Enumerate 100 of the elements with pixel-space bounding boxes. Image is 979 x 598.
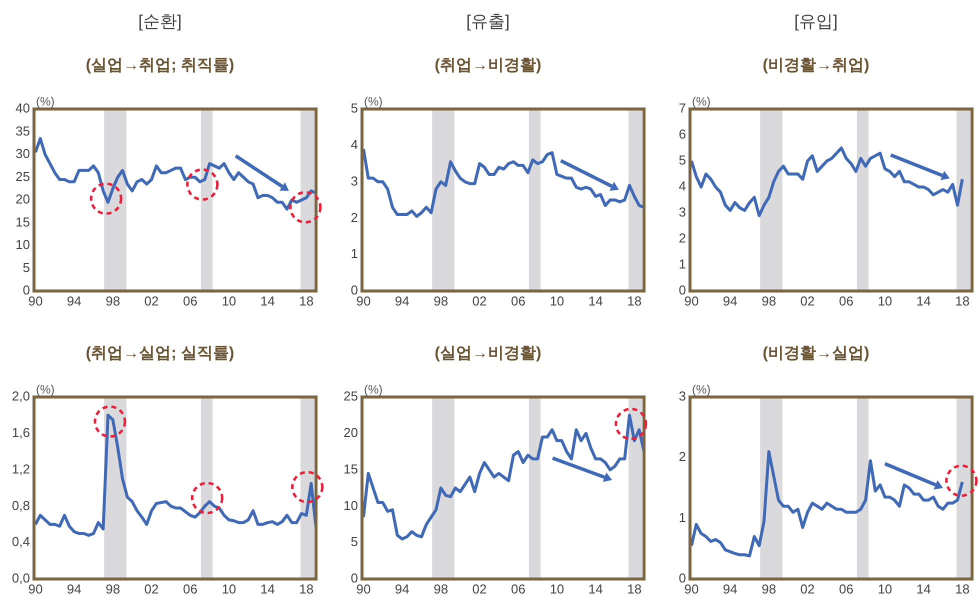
x-tick-label: 02 <box>800 293 815 308</box>
y-tick-label: 1 <box>678 510 686 525</box>
x-tick-label: 90 <box>684 581 699 596</box>
x-tick-label: 06 <box>183 293 198 308</box>
x-tick-label: 10 <box>878 293 892 308</box>
y-tick-label: 0 <box>678 282 686 298</box>
y-axis-title: (%) <box>364 94 383 108</box>
y-tick-label: 3 <box>678 388 686 404</box>
y-tick-label: 3 <box>678 204 686 220</box>
x-tick-label: 14 <box>916 293 931 308</box>
x-tick-label: 90 <box>28 293 43 308</box>
y-axis-title: (%) <box>36 94 55 108</box>
y-axis-title: (%) <box>364 382 383 396</box>
chart-title: [유출] <box>465 11 511 33</box>
x-tick-label: 06 <box>511 293 526 308</box>
y-axis-title: (%) <box>692 382 711 396</box>
y-tick-label: 40 <box>16 100 30 116</box>
x-tick-label: 94 <box>66 581 82 596</box>
y-tick-label: 0,4 <box>12 534 30 550</box>
y-tick-label: 4 <box>350 136 358 152</box>
x-tick-label: 90 <box>356 293 371 308</box>
chart-title: [유입] <box>793 11 839 33</box>
x-tick-label: 18 <box>627 581 642 596</box>
y-tick-label: 25 <box>344 388 358 404</box>
y-tick-label: 35 <box>16 123 30 138</box>
x-tick-label: 02 <box>472 581 487 596</box>
x-tick-label: 94 <box>66 293 82 308</box>
y-axis-title: (%) <box>36 382 55 396</box>
x-tick-label: 18 <box>299 581 314 596</box>
y-tick-label: 25 <box>16 168 30 184</box>
x-tick-label: 18 <box>299 293 314 308</box>
x-tick-label: 14 <box>260 293 275 308</box>
x-tick-label: 10 <box>550 581 564 596</box>
y-tick-label: 5 <box>22 260 30 275</box>
x-tick-label: 06 <box>839 293 854 308</box>
chart-subtitle: (취업→실업; 실직률) <box>84 344 236 364</box>
x-tick-label: 06 <box>839 581 854 596</box>
x-tick-label: 94 <box>394 293 410 308</box>
x-tick-label: 18 <box>955 293 970 308</box>
x-tick-label: 14 <box>916 581 931 596</box>
y-tick-label: 2 <box>678 449 686 464</box>
x-tick-label: 98 <box>106 293 120 308</box>
x-tick-label: 98 <box>106 581 120 596</box>
y-tick-label: 10 <box>344 498 358 513</box>
x-tick-label: 02 <box>144 581 159 596</box>
y-tick-label: 6 <box>678 126 686 142</box>
x-tick-label: 06 <box>511 581 526 596</box>
x-tick-label: 90 <box>684 293 699 308</box>
x-tick-label: 98 <box>762 581 776 596</box>
y-tick-label: 4 <box>678 178 686 194</box>
x-tick-label: 94 <box>722 581 738 596</box>
y-tick-label: 2 <box>350 210 358 225</box>
chart-subtitle: (취업→비경활) <box>434 56 542 76</box>
chart-title: [순환] <box>137 11 183 33</box>
y-tick-label: 10 <box>16 237 30 252</box>
x-tick-label: 02 <box>800 581 815 596</box>
y-tick-label: 0 <box>350 570 358 586</box>
x-tick-label: 14 <box>260 581 275 596</box>
x-tick-label: 14 <box>588 581 603 596</box>
x-tick-label: 18 <box>627 293 642 308</box>
x-tick-label: 90 <box>28 581 43 596</box>
y-tick-label: 30 <box>16 146 30 162</box>
y-tick-label: 1 <box>678 256 686 272</box>
y-tick-label: 0 <box>350 282 358 298</box>
x-tick-label: 98 <box>434 581 448 596</box>
x-tick-label: 02 <box>144 293 159 308</box>
y-tick-label: 3 <box>350 173 358 188</box>
y-tick-label: 0 <box>678 570 686 586</box>
x-tick-label: 90 <box>356 581 371 596</box>
x-tick-label: 10 <box>222 581 236 596</box>
y-tick-label: 2,0 <box>12 388 30 404</box>
chart-subtitle: (실업→취업; 취직률) <box>84 56 236 76</box>
x-tick-label: 94 <box>722 293 738 308</box>
y-tick-label: 20 <box>16 192 30 207</box>
chart-subtitle: (실업→비경활) <box>434 344 542 364</box>
y-tick-label: 5 <box>678 152 686 168</box>
y-tick-label: 2 <box>678 230 686 246</box>
y-tick-label: 0,0 <box>12 570 30 586</box>
y-tick-label: 20 <box>344 424 358 440</box>
x-tick-label: 94 <box>394 581 410 596</box>
y-tick-label: 1,2 <box>12 461 30 476</box>
chart-subtitle: (비경활→취업) <box>762 56 870 76</box>
y-tick-label: 5 <box>350 534 358 550</box>
y-axis-title: (%) <box>692 94 711 108</box>
x-tick-label: 98 <box>434 293 448 308</box>
y-tick-label: 7 <box>678 100 686 116</box>
y-tick-label: 5 <box>350 100 358 116</box>
x-tick-label: 10 <box>878 581 892 596</box>
y-tick-label: 0 <box>22 282 30 298</box>
chart-subtitle: (비경활→실업) <box>762 344 870 364</box>
x-tick-label: 18 <box>955 581 970 596</box>
x-tick-label: 10 <box>222 293 236 308</box>
x-tick-label: 98 <box>762 293 776 308</box>
x-tick-label: 14 <box>588 293 603 308</box>
x-tick-label: 02 <box>472 293 487 308</box>
y-tick-label: 0,8 <box>12 498 30 513</box>
y-tick-label: 15 <box>16 214 30 230</box>
x-tick-label: 06 <box>183 581 198 596</box>
y-tick-label: 15 <box>344 461 358 476</box>
x-tick-label: 10 <box>550 293 564 308</box>
